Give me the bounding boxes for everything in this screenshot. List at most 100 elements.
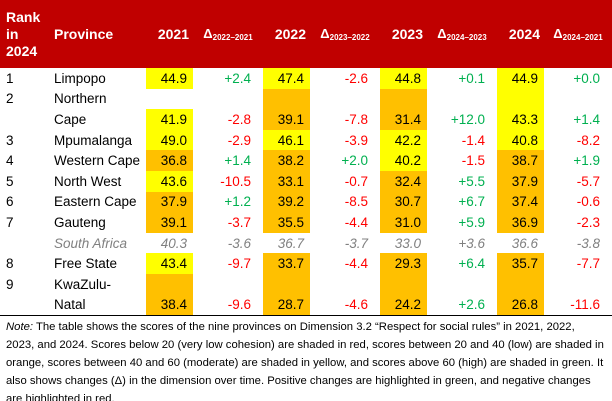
table-row: 5 North West 43.6 -10.5 33.1 -0.7 32.4 +… [0,170,612,192]
header-delta-2023-2022: Δ2023–2022 [310,0,380,68]
rank-cell: 9 [6,276,14,292]
table-row: 2 Northern [0,88,612,110]
note-label: Note: [6,320,34,333]
delta-cell: -5.7 [576,173,600,189]
note-text: The table shows the scores of the nine p… [6,320,604,401]
table-note: Note: The table shows the scores of the … [0,316,612,401]
header-delta-2024-2021: Δ2024–2021 [544,0,612,68]
score-2024: 36.6 [511,235,538,251]
table-row: 6 Eastern Cape 37.9 +1.2 39.2 -8.5 30.7 … [0,191,612,213]
table-row: 8 Free State 43.4 -9.7 33.7 -4.4 29.3 +6… [0,253,612,274]
table-row: 1 Limpopo 44.9 +2.4 47.4 -2.6 44.8 +0.1 … [0,68,612,89]
score-2021: 40.3 [160,235,187,251]
header-rank: Rank in 2024 [0,0,46,68]
score-2023: 30.7 [380,191,427,213]
score-2023: 44.8 [380,68,427,89]
delta-cell: +5.9 [458,214,485,230]
rank-cell: 7 [6,214,14,230]
score-2022: 39.1 [263,109,310,130]
delta-cell: +0.1 [458,70,485,86]
score-2021: 37.9 [146,191,193,213]
score-2024: 44.9 [497,68,544,89]
table-row: 9 KwaZulu- [0,273,612,295]
delta-cell: -3.7 [344,235,368,251]
score-2023: 32.4 [380,170,427,192]
province-cell: Natal [46,294,146,316]
province-cell: Cape [54,111,87,127]
score-2022: 36.7 [277,235,304,251]
score-2024: 43.3 [497,109,544,130]
score-2023: 31.0 [380,212,427,233]
score-2021: 36.8 [146,150,193,171]
score-2022: 47.4 [263,68,310,89]
score-2021: 44.9 [146,68,193,89]
province-cell: Gauteng [54,214,106,230]
delta-cell: +2.0 [341,153,368,169]
delta-cell: -3.9 [344,132,368,148]
score-2021: 38.4 [146,294,193,316]
score-2023: 24.2 [380,294,427,316]
delta-cell: +6.7 [458,194,485,210]
delta-cell: -3.7 [227,214,251,230]
delta-cell: -3.6 [227,235,251,251]
score-2022: 33.1 [263,170,310,192]
header-row: Rank in 2024 Province 2021 Δ2022–2021 20… [0,0,612,68]
delta-cell: -4.4 [344,256,368,272]
table-row: 3 Mpumalanga 49.0 -2.9 46.1 -3.9 42.2 -1… [0,129,612,151]
score-2021: 43.4 [146,253,193,274]
delta-cell: +6.4 [458,256,485,272]
table-row: 4 Western Cape 36.8 +1.4 38.2 +2.0 40.2 … [0,150,612,171]
delta-cell: -1.4 [461,132,485,148]
score-2024: 36.9 [497,212,544,233]
header-2021: 2021 [146,0,193,68]
score-2021: 49.0 [146,129,193,151]
header-2022: 2022 [263,0,310,68]
score-2024: 26.8 [497,294,544,316]
header-delta-2024-2023: Δ2024–2023 [427,0,497,68]
delta-cell: -4.4 [344,214,368,230]
delta-cell: -9.6 [193,294,263,316]
score-2021: 43.6 [146,170,193,192]
score-2023: 29.3 [380,253,427,274]
delta-cell: -0.6 [576,194,600,210]
rank-cell: 2 [6,91,14,107]
header-delta-2022-2021: Δ2022–2021 [193,0,263,68]
province-cell: Mpumalanga [54,132,133,148]
province-cell: Northern [54,91,107,107]
table-row: 7 Gauteng 39.1 -3.7 35.5 -4.4 31.0 +5.9 … [0,212,612,233]
province-cell: KwaZulu- [54,276,112,292]
delta-cell: +2.4 [224,70,251,86]
delta-cell: -2.9 [227,132,251,148]
delta-cell: +12.0 [450,111,485,127]
score-2022: 39.2 [263,191,310,213]
score-2022: 38.2 [263,150,310,171]
score-2022: 28.7 [263,294,310,316]
score-2023: 42.2 [380,129,427,151]
rank-cell: 6 [6,194,14,210]
delta-cell: +3.6 [458,235,485,251]
province-cell: Eastern Cape [54,194,137,210]
delta-cell: +1.2 [224,194,251,210]
delta-cell: +1.9 [573,153,600,169]
delta-cell: -2.6 [344,70,368,86]
score-2022: 46.1 [263,129,310,151]
header-2023: 2023 [380,0,427,68]
score-2021: 39.1 [146,212,193,233]
delta-cell: -7.7 [576,256,600,272]
delta-cell: -8.2 [576,132,600,148]
province-cell: North West [54,173,122,189]
header-province: Province [46,0,146,68]
rank-cell: 3 [6,132,14,148]
delta-cell: -2.3 [576,214,600,230]
delta-cell: +1.4 [224,153,251,169]
score-2022: 33.7 [263,253,310,274]
national-row: South Africa 40.3 -3.6 36.7 -3.7 33.0 +3… [0,233,612,254]
delta-cell: -0.7 [344,173,368,189]
scores-table: Rank in 2024 Province 2021 Δ2022–2021 20… [0,0,612,316]
score-2023: 40.2 [380,150,427,171]
delta-cell: +0.0 [573,70,600,86]
table-row: Natal 38.4 -9.6 28.7 -4.6 24.2 +2.6 26.8… [0,294,612,316]
table-row: Cape 41.9 -2.8 39.1 -7.8 31.4 +12.0 43.3… [0,109,612,130]
province-cell: South Africa [54,235,128,251]
delta-cell: -7.8 [344,111,368,127]
